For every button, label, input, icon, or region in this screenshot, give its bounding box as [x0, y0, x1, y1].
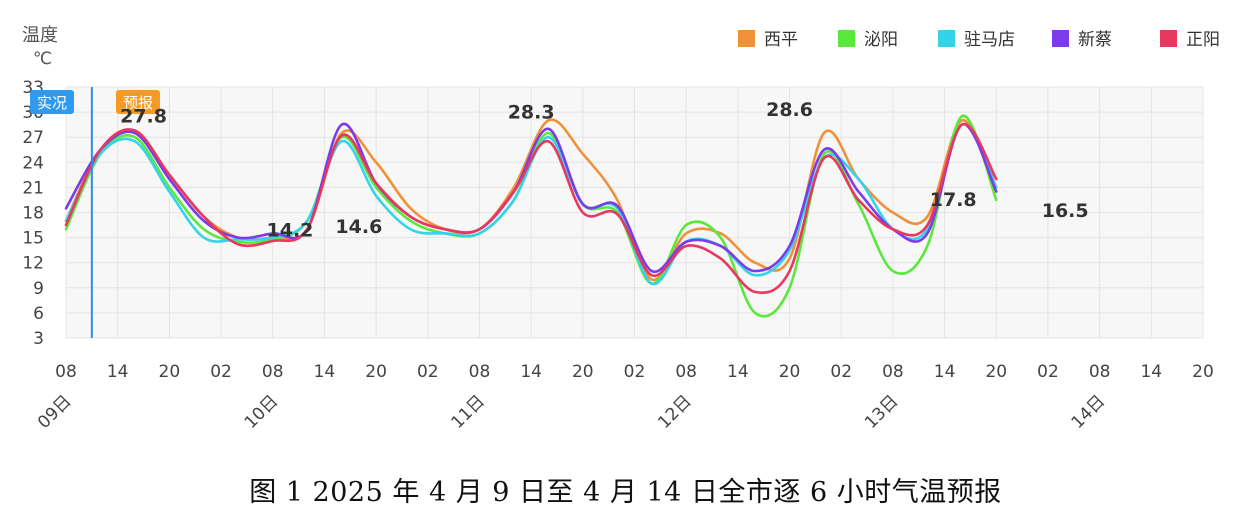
x-tick-label: 14	[1140, 362, 1162, 382]
figure-caption: 图 1 2025 年 4 月 9 日至 4 月 14 日全市逐 6 小时气温预报	[249, 477, 1002, 508]
marker-badge-label: 预报	[123, 94, 153, 112]
series-line-新蔡	[64, 122, 998, 273]
x-tick-label: 20	[985, 362, 1007, 382]
x-tick-label: 08	[882, 362, 904, 382]
x-tick-label: 20	[1192, 362, 1214, 382]
x-tick-label: 08	[1089, 362, 1111, 382]
y-tick-label: 21	[22, 178, 44, 198]
x-tick-label: 08	[675, 362, 697, 382]
x-tick-label: 20	[572, 362, 594, 382]
x-tick-label: 14	[727, 362, 749, 382]
legend-label: 正阳	[1186, 30, 1220, 50]
day-label: 11日	[448, 391, 489, 432]
y-tick-label: 9	[33, 279, 44, 299]
data-label: 16.5	[1042, 200, 1089, 222]
legend-swatch	[938, 30, 955, 47]
x-tick-label: 02	[210, 362, 232, 382]
legend-swatch	[738, 30, 755, 47]
x-tick-label: 14	[520, 362, 542, 382]
y-tick-label: 6	[33, 304, 44, 324]
x-tick-label: 08	[469, 362, 491, 382]
y-tick-label: 27	[22, 128, 44, 148]
legend-label: 新蔡	[1078, 30, 1112, 50]
day-label: 12日	[654, 391, 695, 432]
data-label: 27.8	[120, 106, 167, 128]
day-label: 14日	[1068, 391, 1109, 432]
data-label: 28.6	[766, 99, 813, 121]
marker-badge	[116, 90, 160, 114]
legend-label: 西平	[764, 30, 798, 50]
series-line-正阳	[64, 122, 998, 295]
x-tick-label: 20	[365, 362, 387, 382]
day-label: 10日	[241, 391, 282, 432]
y-tick-label: 24	[22, 153, 44, 173]
y-tick-label: 18	[22, 204, 44, 224]
x-tick-label: 14	[314, 362, 336, 382]
data-label: 28.3	[508, 101, 555, 123]
y-axis-title: 温度	[22, 25, 58, 46]
y-tick-label: 15	[22, 229, 44, 249]
legend-swatch	[838, 30, 855, 47]
legend-label: 驻马店	[964, 30, 1015, 50]
marker-badge	[30, 90, 74, 114]
data-label: 14.2	[267, 219, 314, 241]
x-tick-label: 02	[1037, 362, 1059, 382]
day-label: 09日	[34, 391, 75, 432]
y-tick-label: 12	[22, 254, 44, 274]
x-tick-label: 02	[417, 362, 439, 382]
legend-label: 泌阳	[864, 30, 898, 50]
x-tick-label: 14	[934, 362, 956, 382]
y-tick-label: 3	[33, 329, 44, 349]
x-tick-label: 02	[830, 362, 852, 382]
data-label: 17.8	[930, 189, 977, 211]
legend-swatch	[1052, 30, 1069, 47]
data-label: 14.6	[335, 216, 382, 238]
y-axis-unit: ℃	[33, 49, 52, 69]
x-tick-label: 14	[107, 362, 129, 382]
x-tick-label: 02	[624, 362, 646, 382]
marker-badge-label: 实况	[37, 94, 67, 112]
x-tick-label: 08	[55, 362, 77, 382]
x-tick-label: 08	[262, 362, 284, 382]
legend-swatch	[1160, 30, 1177, 47]
day-label: 13日	[861, 391, 902, 432]
x-tick-label: 20	[159, 362, 181, 382]
x-tick-label: 20	[779, 362, 801, 382]
temperature-line-chart: 3691215182124273033081420020814200208142…	[22, 25, 1220, 433]
